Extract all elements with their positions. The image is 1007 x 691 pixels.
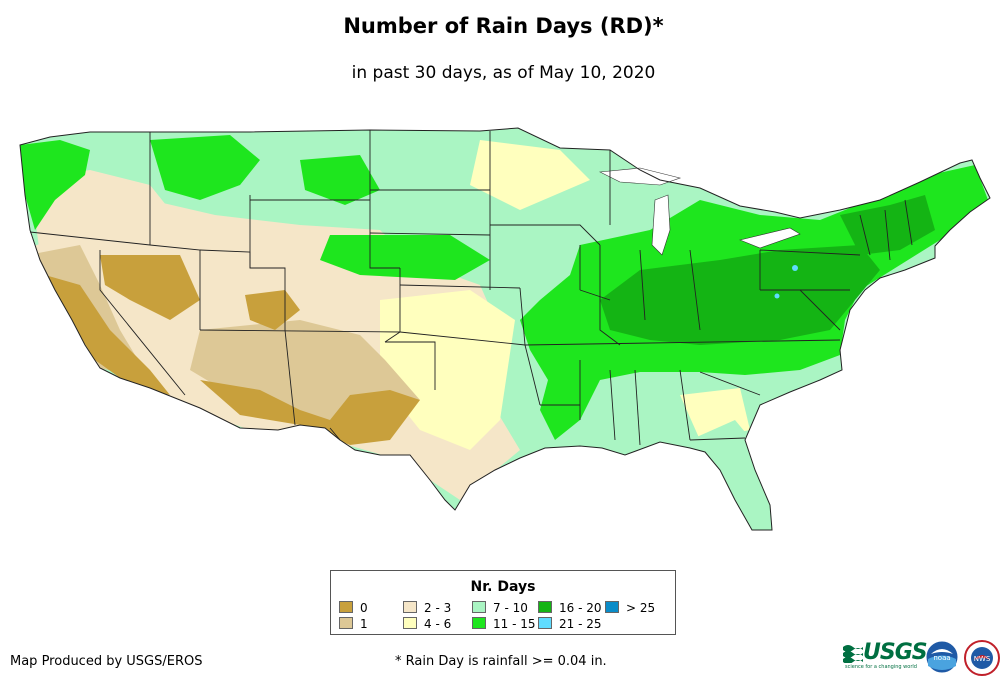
- rain-zone-northern-rockies-11-15: [150, 135, 260, 200]
- state-boundaries: [29, 130, 913, 446]
- usgs-wave-icon: [843, 645, 863, 663]
- rain-zone-nevada-0: [100, 255, 200, 320]
- legend-swatch: [339, 601, 353, 613]
- rain-zone-ohio-valley-16-20: [600, 245, 880, 345]
- legend-swatch: [472, 601, 486, 613]
- rain-zone-lake-21-25: [792, 265, 798, 271]
- legend-label: 4 - 6: [424, 617, 452, 631]
- rain-zone-pacific-northwest-11-15: [20, 140, 90, 230]
- lake-michigan: [651, 194, 671, 256]
- us-rain-days-map: [19, 127, 991, 531]
- legend-item-8: > 25: [605, 601, 655, 615]
- legend-label: 21 - 25: [559, 617, 602, 631]
- legend-label: 11 - 15: [493, 617, 536, 631]
- rain-zone-pa-21-25: [774, 293, 780, 299]
- legend-item-0: 0: [339, 601, 368, 615]
- legend-label: 0: [360, 601, 368, 615]
- legend-swatch: [605, 601, 619, 613]
- legend: Nr. Days 0 1 2 - 3 4 - 6 7 - 10 11 - 15 …: [330, 570, 676, 635]
- legend-label: 1: [360, 617, 368, 631]
- legend-swatch: [339, 617, 353, 629]
- legend-swatch: [472, 617, 486, 629]
- legend-item-5: 11 - 15: [472, 617, 536, 631]
- noaa-wordmark: noaa: [933, 654, 950, 662]
- rain-zone-florida-7-10: [690, 420, 772, 530]
- rain-zone-nebraska-11-15: [320, 235, 490, 280]
- rain-zone-central-4-6: [380, 290, 515, 450]
- legend-item-4: 7 - 10: [472, 601, 528, 615]
- nws-wordmark: NWS: [974, 655, 991, 663]
- rain-day-footnote: * Rain Day is rainfall >= 0.04 in.: [395, 654, 607, 669]
- map-credit: Map Produced by USGS/EROS: [10, 654, 203, 669]
- legend-label: 16 - 20: [559, 601, 602, 615]
- legend-swatch: [538, 617, 552, 629]
- map-subtitle: in past 30 days, as of May 10, 2020: [351, 63, 656, 83]
- rain-zone-utah-0: [245, 290, 300, 330]
- legend-item-2: 2 - 3: [403, 601, 451, 615]
- usgs-wordmark: USGS: [863, 640, 928, 665]
- legend-label: 2 - 3: [424, 601, 452, 615]
- legend-label: 7 - 10: [493, 601, 528, 615]
- nws-logo-icon: NWS: [964, 640, 1000, 676]
- map-title: Number of Rain Days (RD)*: [343, 14, 664, 38]
- noaa-logo-icon: noaa: [925, 640, 959, 674]
- rain-zone-plains-4-6: [470, 140, 590, 210]
- legend-swatch: [403, 617, 417, 629]
- rain-zone-arizona-0: [200, 380, 420, 445]
- rain-zone-california-0: [45, 275, 170, 395]
- legend-item-1: 1: [339, 617, 368, 631]
- legend-swatch: [403, 601, 417, 613]
- legend-title: Nr. Days: [470, 579, 536, 595]
- lake-erie: [739, 227, 801, 249]
- legend-item-6: 16 - 20: [538, 601, 602, 615]
- usgs-tagline: science for a changing world: [845, 664, 917, 670]
- legend-item-3: 4 - 6: [403, 617, 451, 631]
- legend-label: > 25: [626, 601, 656, 615]
- legend-swatch: [538, 601, 552, 613]
- rain-zone-montana-11-15: [300, 155, 380, 205]
- legend-item-7: 21 - 25: [538, 617, 602, 631]
